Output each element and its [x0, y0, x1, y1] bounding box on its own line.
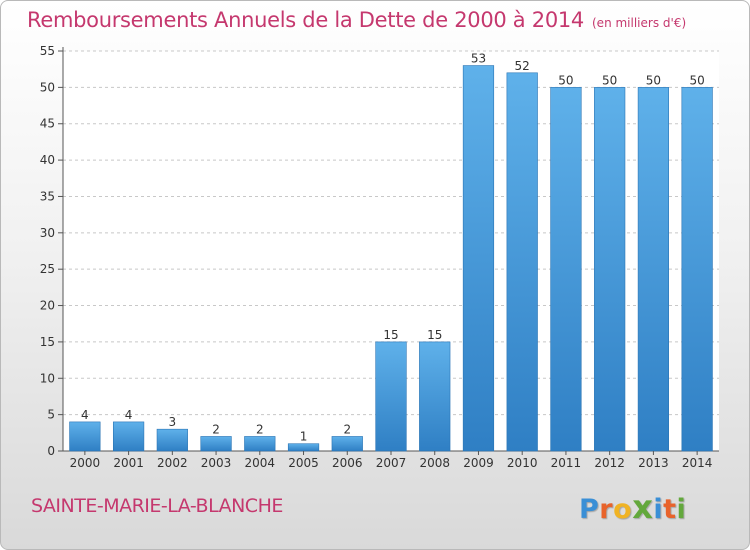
logo-letter: o	[613, 494, 633, 525]
bar	[375, 341, 407, 452]
x-tick-label: 2008	[419, 456, 450, 470]
y-tick-label: 20	[40, 299, 55, 313]
data-label: 3	[169, 415, 177, 429]
data-label: 50	[646, 73, 661, 87]
chart-unit: (en milliers d'€)	[592, 16, 687, 30]
y-tick-label: 25	[40, 262, 55, 276]
data-label: 2	[256, 422, 264, 436]
bar	[550, 87, 582, 452]
data-label: 53	[471, 52, 486, 66]
y-tick-label: 35	[40, 189, 55, 203]
data-label: 50	[558, 73, 573, 87]
data-label: 15	[383, 328, 398, 342]
bar	[287, 443, 320, 452]
bar	[419, 341, 451, 452]
x-tick-label: 2002	[157, 456, 188, 470]
bar	[156, 428, 188, 452]
bar	[637, 87, 670, 452]
x-tick-label: 2007	[376, 456, 407, 470]
commune-name: SAINTE-MARIE-LA-BLANCHE	[31, 495, 283, 517]
logo-letter: x	[632, 488, 654, 526]
x-tick-label: 2004	[245, 456, 276, 470]
data-label: 2	[212, 422, 220, 436]
data-label: 4	[125, 408, 133, 422]
x-tick-label: 2013	[638, 456, 669, 470]
x-tick-label: 2009	[463, 456, 494, 470]
x-tick-label: 2012	[594, 456, 625, 470]
chart-title: Remboursements Annuels de la Dette de 20…	[27, 8, 686, 32]
y-tick-label: 45	[40, 117, 55, 131]
logo-letter: r	[599, 494, 614, 525]
logo-letter: i	[653, 494, 664, 525]
x-tick-label: 2000	[70, 456, 101, 470]
bar	[594, 87, 626, 452]
y-tick-label: 30	[40, 226, 55, 240]
y-tick-label: 5	[47, 408, 55, 422]
x-tick-label: 2010	[507, 456, 538, 470]
data-label: 2	[343, 422, 351, 436]
y-tick-label: 40	[40, 153, 55, 167]
x-tick-label: 2011	[551, 456, 582, 470]
bar	[681, 87, 713, 452]
logo-letter: t	[663, 494, 677, 525]
logo-letter: i	[676, 494, 687, 525]
bar	[200, 436, 232, 452]
x-tick-label: 2005	[288, 456, 319, 470]
data-label: 1	[300, 430, 308, 444]
bar	[506, 72, 538, 452]
data-label: 15	[427, 328, 442, 342]
bar	[69, 421, 101, 452]
chart-title-text: Remboursements Annuels de la Dette de 20…	[27, 8, 584, 32]
x-tick-label: 2001	[113, 456, 144, 470]
x-tick-label: 2014	[682, 456, 713, 470]
y-tick-label: 15	[40, 335, 55, 349]
data-label: 50	[602, 73, 617, 87]
logo-letter: P	[579, 494, 600, 525]
y-tick-label: 10	[40, 371, 55, 385]
y-tick-label: 50	[40, 80, 55, 94]
y-tick-label: 55	[40, 44, 55, 58]
data-label: 4	[81, 408, 89, 422]
x-tick-label: 2006	[332, 456, 363, 470]
bar	[331, 436, 363, 452]
data-label: 52	[515, 59, 530, 73]
bar	[112, 421, 145, 452]
proxiti-logo: Proxiti	[579, 488, 686, 526]
bar	[462, 65, 495, 452]
y-tick-label: 0	[47, 444, 55, 458]
bar	[244, 436, 276, 452]
data-label: 50	[689, 73, 704, 87]
x-tick-label: 2003	[201, 456, 232, 470]
